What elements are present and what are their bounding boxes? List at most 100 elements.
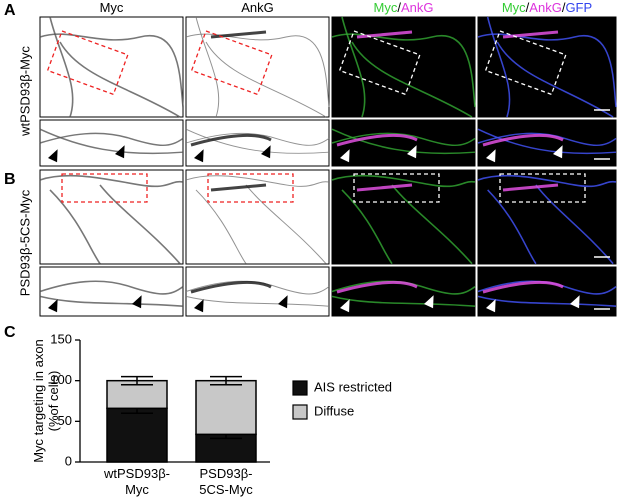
roi-box	[61, 173, 148, 203]
row-label: wtPSD93β-Myc	[17, 46, 32, 137]
legend-label: AIS restricted	[314, 379, 392, 394]
neurite	[39, 33, 184, 108]
panel-label: B	[4, 171, 16, 188]
arrowhead	[194, 299, 204, 313]
axon-segment	[356, 30, 413, 39]
neurite	[487, 189, 537, 265]
neurite	[391, 184, 473, 265]
x-tick-label-line: 5CS-Myc	[199, 482, 253, 497]
x-tick-label-line: wtPSD93β-	[103, 466, 170, 481]
column-header: Myc/AnkG	[374, 0, 434, 15]
micrograph	[477, 169, 617, 265]
roi-box	[207, 173, 294, 203]
column-header: AnkG	[241, 0, 274, 15]
error-bar	[121, 375, 153, 386]
roi-box	[499, 173, 586, 203]
axon-segment	[502, 183, 559, 192]
neurite	[486, 16, 511, 118]
x-tick-label: PSD93β-5CS-Myc	[199, 466, 253, 497]
arrowhead	[47, 149, 58, 163]
neurite	[496, 41, 614, 118]
micrograph	[39, 16, 184, 118]
axon-segment	[336, 280, 418, 294]
micrograph	[39, 266, 184, 317]
arrowhead	[115, 145, 125, 159]
axon-segment	[190, 280, 272, 294]
column-header: Myc/AnkG/GFP	[502, 0, 592, 15]
column-header-part: Myc	[100, 0, 124, 15]
y-tick-label: 150	[50, 331, 72, 346]
column-header-part: AnkG	[401, 0, 434, 15]
neurite	[331, 132, 476, 147]
column-header-part: AnkG	[241, 0, 274, 15]
axon-segment	[336, 133, 418, 147]
legend-swatch	[292, 404, 308, 420]
axon-segment	[502, 30, 559, 39]
row-label: PSD93β-5CS-Myc	[17, 189, 32, 296]
neurite	[195, 16, 220, 118]
neurite	[39, 174, 184, 188]
neurite	[331, 33, 476, 108]
arrowhead	[132, 295, 142, 309]
roi-box	[353, 173, 440, 203]
legend-label: Diffuse	[314, 403, 354, 418]
neurite	[477, 128, 617, 155]
y-axis-label-line: Myc targeting in axon	[31, 339, 46, 463]
column-header-part: /	[397, 0, 401, 15]
neurite	[59, 41, 181, 118]
neurite	[99, 184, 181, 265]
neurite	[331, 280, 476, 295]
neurite	[331, 295, 476, 307]
roi-box	[190, 30, 273, 96]
bar-segment	[195, 379, 257, 436]
neurite	[477, 174, 617, 188]
micrograph	[331, 119, 476, 167]
arrowhead	[424, 295, 434, 309]
column-header-part: GFP	[565, 0, 592, 15]
panel-label: A	[4, 2, 16, 19]
y-tick-label: 50	[58, 413, 72, 428]
arrowhead	[340, 149, 350, 163]
column-header-part: /	[526, 0, 530, 15]
neurite	[185, 280, 330, 295]
neurite	[49, 16, 74, 118]
neurite	[195, 189, 247, 264]
neurite	[331, 128, 476, 155]
neurite	[351, 41, 473, 118]
panel-label: C	[4, 324, 16, 341]
neurite	[245, 184, 327, 264]
neurite	[185, 295, 330, 307]
micrograph	[185, 266, 330, 317]
neurite	[39, 128, 184, 155]
neurite	[185, 175, 330, 187]
arrowhead	[486, 299, 496, 313]
neurite	[477, 280, 617, 295]
neurite	[39, 295, 184, 307]
y-axis-label-line: (%of cells)	[46, 371, 61, 432]
neurite	[477, 132, 617, 147]
column-header-part: Myc	[502, 0, 526, 15]
x-tick-label: wtPSD93β-Myc	[103, 466, 170, 497]
column-header-part: /	[562, 0, 566, 15]
axon-segment	[482, 280, 564, 294]
neurite	[477, 33, 617, 108]
micrograph	[477, 119, 617, 167]
error-bar	[210, 375, 242, 386]
axon-segment	[482, 133, 564, 147]
arrowhead	[340, 299, 350, 313]
x-tick-label-line: Myc	[125, 482, 149, 497]
legend-swatch	[292, 380, 308, 396]
neurite	[341, 16, 366, 118]
axon-segment	[190, 133, 272, 147]
column-header-part: Myc	[374, 0, 398, 15]
micrograph	[331, 266, 476, 317]
arrowhead	[278, 295, 288, 309]
neurite	[535, 184, 614, 265]
arrowhead	[261, 145, 271, 159]
axon-segment	[210, 183, 267, 192]
micrograph	[185, 119, 330, 167]
column-header: Myc	[100, 0, 124, 15]
y-axis-label: Myc targeting in axon(%of cells)	[31, 339, 61, 463]
neurite	[185, 132, 330, 146]
